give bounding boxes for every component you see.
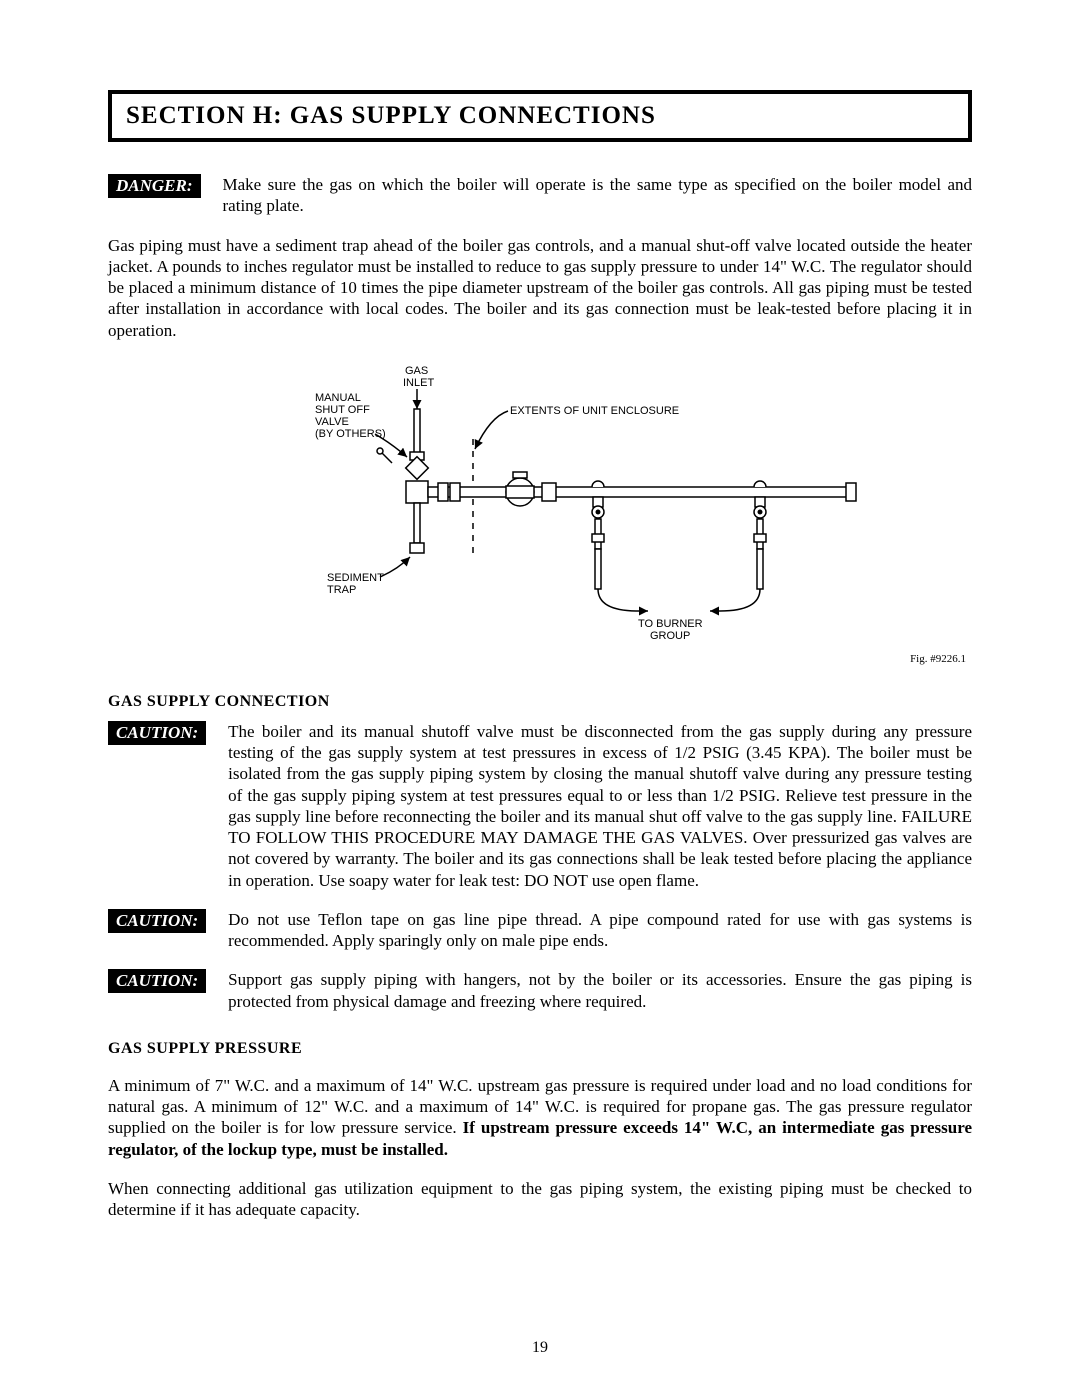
pressure-paragraph-2: When connecting additional gas utilizati…: [108, 1178, 972, 1221]
page: SECTION H: GAS SUPPLY CONNECTIONS DANGER…: [0, 0, 1080, 1397]
svg-text:SHUT OFF: SHUT OFF: [315, 404, 370, 416]
gas-connection-figure: GAS INLET MANUAL SHUT OFF VALVE (BY OTHE…: [108, 359, 972, 665]
caution-label-3: CAUTION:: [108, 969, 206, 993]
svg-text:VALVE: VALVE: [315, 416, 349, 428]
caution-label-1: CAUTION:: [108, 721, 206, 745]
svg-text:SEDIMENT: SEDIMENT: [327, 572, 384, 584]
svg-text:EXTENTS OF UNIT ENCLOSURE: EXTENTS OF UNIT ENCLOSURE: [510, 405, 679, 417]
caution-block-1: CAUTION: The boiler and its manual shuto…: [108, 721, 972, 891]
svg-text:TRAP: TRAP: [327, 584, 356, 596]
svg-text:GROUP: GROUP: [650, 630, 690, 642]
svg-text:MANUAL: MANUAL: [315, 392, 361, 404]
page-number: 19: [0, 1339, 1080, 1357]
gas-connection-diagram-svg: GAS INLET MANUAL SHUT OFF VALVE (BY OTHE…: [210, 359, 870, 649]
caution-text-1: The boiler and its manual shutoff valve …: [228, 721, 972, 891]
svg-text:GAS: GAS: [405, 365, 428, 377]
svg-text:INLET: INLET: [403, 377, 434, 389]
section-title: SECTION H: GAS SUPPLY CONNECTIONS: [126, 102, 954, 130]
figure-caption: Fig. #9226.1: [108, 653, 972, 665]
danger-block: DANGER: Make sure the gas on which the b…: [108, 174, 972, 217]
pressure-paragraph-1: A minimum of 7" W.C. and a maximum of 14…: [108, 1075, 972, 1160]
subhead-gas-supply-pressure: GAS SUPPLY PRESSURE: [108, 1040, 972, 1058]
caution-label-2: CAUTION:: [108, 909, 206, 933]
caution-block-3: CAUTION: Support gas supply piping with …: [108, 969, 972, 1012]
danger-text: Make sure the gas on which the boiler wi…: [223, 174, 972, 217]
svg-text:TO BURNER: TO BURNER: [638, 618, 703, 630]
caution-text-3: Support gas supply piping with hangers, …: [228, 969, 972, 1012]
subhead-gas-supply-connection: GAS SUPPLY CONNECTION: [108, 693, 972, 711]
danger-label: DANGER:: [108, 174, 201, 198]
intro-paragraph: Gas piping must have a sediment trap ahe…: [108, 235, 972, 341]
section-header-box: SECTION H: GAS SUPPLY CONNECTIONS: [108, 90, 972, 142]
caution-text-2: Do not use Teflon tape on gas line pipe …: [228, 909, 972, 952]
caution-block-2: CAUTION: Do not use Teflon tape on gas l…: [108, 909, 972, 952]
